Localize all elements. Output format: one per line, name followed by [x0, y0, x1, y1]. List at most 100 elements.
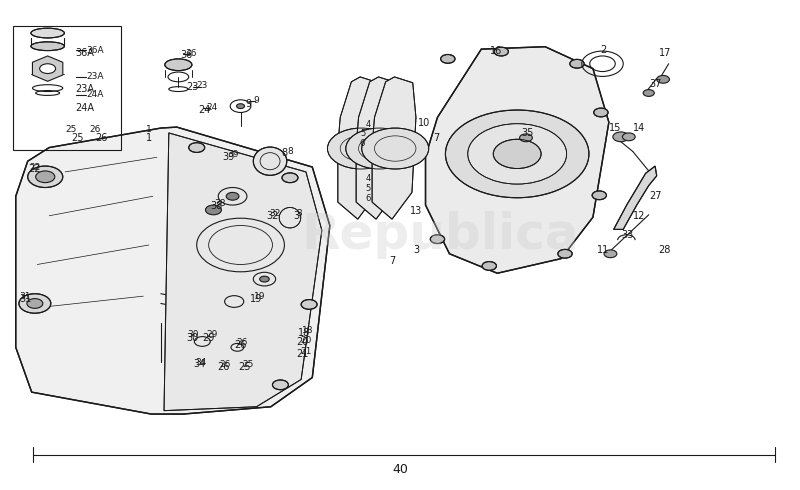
Circle shape — [36, 171, 55, 183]
Text: 10: 10 — [418, 118, 430, 128]
Text: 3: 3 — [294, 211, 299, 221]
Circle shape — [301, 299, 317, 309]
Text: 36A: 36A — [86, 46, 104, 54]
Circle shape — [362, 128, 429, 169]
Text: 3: 3 — [413, 245, 419, 255]
Ellipse shape — [254, 147, 286, 175]
Text: 24A: 24A — [75, 102, 94, 113]
Text: 8: 8 — [282, 148, 287, 158]
Polygon shape — [356, 77, 400, 219]
Circle shape — [226, 193, 239, 200]
Text: 4: 4 — [366, 120, 370, 129]
Circle shape — [613, 132, 629, 142]
Circle shape — [27, 298, 43, 308]
Text: 36: 36 — [186, 49, 197, 58]
Circle shape — [622, 133, 635, 141]
Text: 19: 19 — [254, 292, 266, 301]
Text: 32: 32 — [269, 209, 281, 219]
Text: 5: 5 — [360, 129, 365, 138]
Text: 23: 23 — [197, 81, 208, 90]
Text: 39: 39 — [227, 150, 238, 159]
Circle shape — [430, 235, 445, 244]
Circle shape — [237, 104, 245, 109]
Ellipse shape — [279, 207, 301, 228]
Text: 30: 30 — [186, 333, 199, 343]
Circle shape — [657, 75, 670, 83]
Text: 1: 1 — [146, 133, 152, 143]
Text: Republica: Republica — [301, 211, 578, 259]
Text: 1: 1 — [146, 125, 152, 134]
Text: 6: 6 — [366, 194, 370, 203]
Text: 26: 26 — [217, 362, 230, 372]
Text: 25: 25 — [66, 125, 78, 134]
Text: 22: 22 — [30, 163, 41, 172]
Text: 38: 38 — [214, 199, 226, 208]
Text: 14: 14 — [633, 123, 646, 133]
Text: 7: 7 — [433, 133, 439, 143]
Text: 24: 24 — [206, 103, 218, 112]
Text: 24A: 24A — [86, 91, 104, 99]
Text: 37: 37 — [649, 79, 662, 89]
Bar — [14, 26, 121, 150]
Text: 5: 5 — [366, 184, 370, 193]
Circle shape — [206, 205, 222, 215]
Text: 16: 16 — [490, 46, 502, 56]
Text: 24: 24 — [198, 104, 211, 115]
Polygon shape — [33, 56, 63, 81]
Text: 22: 22 — [29, 165, 41, 174]
Text: 23A: 23A — [86, 73, 104, 81]
Text: 31: 31 — [19, 292, 31, 301]
Text: 30: 30 — [187, 330, 198, 339]
Text: 26: 26 — [219, 360, 230, 369]
Text: 9: 9 — [246, 98, 251, 109]
Circle shape — [197, 218, 285, 272]
Text: 31: 31 — [19, 294, 31, 304]
Text: 4: 4 — [366, 174, 370, 183]
Ellipse shape — [31, 42, 64, 50]
Circle shape — [28, 166, 62, 188]
Text: 36A: 36A — [76, 48, 94, 57]
Text: 26: 26 — [237, 338, 248, 347]
Text: 17: 17 — [658, 48, 671, 57]
Text: 13: 13 — [410, 206, 422, 216]
Text: 36: 36 — [180, 50, 193, 60]
Text: 28: 28 — [658, 245, 671, 255]
Circle shape — [594, 108, 608, 117]
Ellipse shape — [165, 59, 192, 71]
Text: 20: 20 — [300, 336, 312, 345]
Text: 39: 39 — [222, 152, 234, 162]
Text: 35: 35 — [522, 128, 534, 138]
Text: 11: 11 — [597, 245, 610, 255]
Text: 29: 29 — [206, 330, 218, 339]
Polygon shape — [372, 77, 416, 219]
Text: 33: 33 — [621, 230, 634, 240]
Text: 21: 21 — [300, 347, 312, 356]
Text: 18: 18 — [298, 328, 310, 338]
Polygon shape — [426, 47, 609, 273]
Ellipse shape — [31, 28, 64, 38]
Text: 26: 26 — [234, 340, 246, 350]
Text: 25: 25 — [238, 362, 250, 372]
Text: 20: 20 — [297, 338, 309, 347]
Circle shape — [592, 191, 606, 200]
Text: 25: 25 — [243, 360, 254, 369]
Text: 18: 18 — [302, 326, 314, 335]
Text: 34: 34 — [193, 359, 206, 369]
Text: 23: 23 — [186, 82, 199, 92]
Text: 2: 2 — [600, 45, 606, 55]
Circle shape — [19, 294, 51, 313]
Circle shape — [282, 173, 298, 183]
Text: 7: 7 — [389, 256, 395, 266]
Circle shape — [482, 262, 497, 270]
Text: 40: 40 — [392, 463, 408, 476]
Text: 34: 34 — [195, 358, 206, 367]
Circle shape — [558, 249, 572, 258]
Text: 21: 21 — [297, 349, 309, 359]
Circle shape — [273, 380, 288, 390]
Circle shape — [604, 250, 617, 258]
Polygon shape — [16, 127, 330, 414]
Polygon shape — [614, 166, 657, 229]
Circle shape — [346, 128, 413, 169]
Text: 38: 38 — [210, 201, 222, 211]
Polygon shape — [338, 77, 382, 219]
